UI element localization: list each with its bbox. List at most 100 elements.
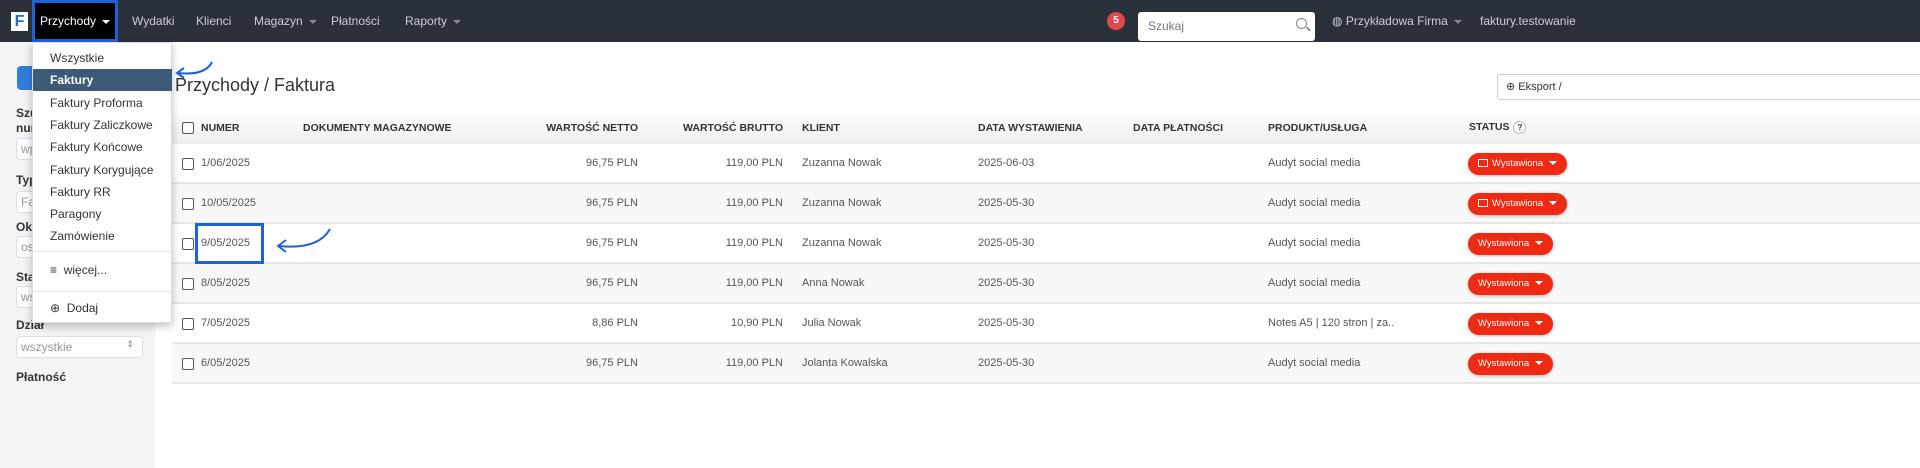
select-all-checkbox[interactable] [182, 122, 194, 134]
menu-item-more[interactable]: ≡ więcej... [33, 259, 172, 281]
table-row[interactable]: 7/05/2025 8,86 PLN 10,90 PLN Julia Nowak… [172, 304, 1920, 344]
status-dropdown-button[interactable]: Wystawiona [1468, 153, 1568, 175]
search-input[interactable] [1148, 19, 1288, 33]
menu-item[interactable]: Faktury [33, 69, 172, 92]
nav-wydatki[interactable]: Wydatki [132, 14, 175, 28]
user-menu[interactable]: faktury.testowanie [1480, 14, 1576, 28]
col-data-wystawienia[interactable]: DATA WYSTAWIENIA [978, 122, 1083, 134]
col-dokumenty[interactable]: DOKUMENTY MAGAZYNOWE [303, 122, 452, 134]
gross-value: 119,00 PLN [725, 237, 783, 249]
menu-item[interactable]: Faktury Proforma [50, 95, 143, 110]
net-value: 8,86 PLN [592, 317, 638, 329]
gross-value: 119,00 PLN [725, 157, 783, 169]
nav-przychody[interactable]: Przychody [32, 0, 118, 42]
product-name: Audyt social media [1268, 197, 1361, 209]
nav-magazyn[interactable]: Magazyn [254, 0, 317, 42]
notifications-badge[interactable]: 5 [1107, 12, 1125, 30]
invoice-number-link[interactable]: 7/05/2025 [201, 317, 250, 329]
invoice-number-link[interactable]: 6/05/2025 [201, 357, 250, 369]
caret-down-icon [453, 19, 462, 24]
issue-date: 2025-05-30 [978, 197, 1035, 209]
col-brutto[interactable]: WARTOŚĆ BRUTTO [683, 122, 783, 134]
status-dropdown-button[interactable]: Wystawiona [1468, 313, 1554, 335]
issue-date: 2025-06-03 [978, 157, 1035, 169]
row-checkbox[interactable] [182, 158, 194, 170]
issue-date: 2025-05-30 [978, 277, 1035, 289]
company-menu[interactable]: ◍ Przykładowa Firma [1332, 0, 1462, 42]
net-value: 96,75 PLN [586, 157, 638, 169]
filter-label: Sta [16, 270, 35, 284]
nav-raporty[interactable]: Raporty [405, 0, 462, 42]
table-row[interactable]: 6/05/2025 96,75 PLN 119,00 PLN Jolanta K… [172, 344, 1920, 384]
help-icon[interactable]: ? [1513, 121, 1527, 134]
page-title: Przychody / Faktura [175, 75, 336, 95]
department-select[interactable]: wszystkie ⇕ [16, 336, 143, 358]
status-label: STATUS [1469, 121, 1510, 133]
invoice-number-link[interactable]: 9/05/2025 [201, 237, 250, 249]
table-row[interactable]: 8/05/2025 96,75 PLN 119,00 PLN Anna Nowa… [172, 264, 1920, 304]
status-label: Wystawiona [1492, 158, 1544, 169]
menu-divider [33, 291, 172, 292]
menu-item[interactable]: Wszystkie [50, 51, 104, 65]
search-box[interactable] [1138, 12, 1315, 41]
app-logo[interactable]: F [11, 12, 28, 31]
caret-down-icon [1549, 201, 1558, 206]
menu-item[interactable]: Faktury RR [50, 184, 111, 199]
col-netto[interactable]: WARTOŚĆ NETTO [546, 122, 638, 134]
col-status[interactable]: STATUS? [1469, 121, 1527, 134]
filter-label: nur [16, 121, 36, 135]
search-icon[interactable] [1296, 18, 1307, 29]
col-produkt[interactable]: PRODUKT/USŁUGA [1268, 122, 1368, 134]
row-checkbox[interactable] [182, 238, 194, 250]
menu-item[interactable]: Zamówienie [50, 229, 115, 244]
menu-item-add[interactable]: ⊕ Dodaj [33, 297, 172, 319]
invoice-number-link[interactable]: 10/05/2025 [201, 197, 257, 209]
nav-label: Magazyn [254, 14, 303, 28]
invoice-number-link[interactable]: 8/05/2025 [201, 277, 250, 289]
status-dropdown-button[interactable]: Wystawiona [1468, 193, 1568, 215]
export-button[interactable]: ⊕ Eksport / [1497, 74, 1920, 100]
status-label: Wystawiona [1478, 238, 1530, 249]
product-name: Audyt social media [1268, 237, 1361, 249]
menu-item[interactable]: Faktury Zaliczkowe [50, 117, 153, 132]
row-checkbox[interactable] [182, 318, 194, 330]
client-name[interactable]: Anna Nowak [802, 277, 865, 289]
updown-icon: ⇕ [126, 339, 134, 349]
client-name[interactable]: Zuzanna Nowak [802, 157, 882, 169]
menu-item[interactable]: Faktury Końcowe [50, 140, 143, 155]
menu-item[interactable]: Faktury Korygujące [50, 162, 154, 177]
menu-item[interactable]: Paragony [50, 207, 102, 222]
row-checkbox[interactable] [182, 198, 194, 210]
status-dropdown-button[interactable]: Wystawiona [1468, 353, 1554, 375]
row-checkbox[interactable] [182, 278, 194, 290]
hamburger-icon: ≡ [50, 263, 58, 277]
net-value: 96,75 PLN [586, 277, 638, 289]
status-dropdown-button[interactable]: Wystawiona [1468, 233, 1554, 255]
caret-down-icon [1535, 361, 1544, 366]
status-dropdown-button[interactable]: Wystawiona [1468, 273, 1554, 295]
filter-label: Typ [16, 173, 37, 187]
col-data-platnosci[interactable]: DATA PŁATNOŚCI [1133, 122, 1224, 134]
status-label: Wystawiona [1478, 278, 1530, 289]
table-row[interactable]: 9/05/2025 96,75 PLN 119,00 PLN Zuzanna N… [172, 224, 1920, 264]
client-name[interactable]: Jolanta Kowalska [802, 357, 888, 369]
envelope-icon [1478, 159, 1488, 167]
table-row[interactable]: 1/06/2025 96,75 PLN 119,00 PLN Zuzanna N… [172, 144, 1920, 184]
client-name[interactable]: Zuzanna Nowak [802, 197, 882, 209]
status-label: Wystawiona [1492, 198, 1544, 209]
net-value: 96,75 PLN [586, 197, 638, 209]
download-icon: ⊕ [1506, 81, 1519, 93]
nav-platnosci[interactable]: Płatności [331, 14, 380, 28]
caret-down-icon [1549, 161, 1558, 166]
table-header: NUMER DOKUMENTY MAGAZYNOWE WARTOŚĆ NETTO… [172, 110, 1920, 144]
col-numer[interactable]: NUMER [201, 122, 240, 134]
caret-down-icon [308, 19, 317, 24]
col-klient[interactable]: KLIENT [802, 122, 840, 134]
table-row[interactable]: 10/05/2025 96,75 PLN 119,00 PLN Zuzanna … [172, 184, 1920, 224]
nav-klienci[interactable]: Klienci [196, 14, 232, 28]
net-value: 96,75 PLN [586, 357, 638, 369]
row-checkbox[interactable] [182, 358, 194, 370]
client-name[interactable]: Zuzanna Nowak [802, 237, 882, 249]
client-name[interactable]: Julia Nowak [802, 317, 862, 329]
invoice-number-link[interactable]: 1/06/2025 [201, 157, 250, 169]
